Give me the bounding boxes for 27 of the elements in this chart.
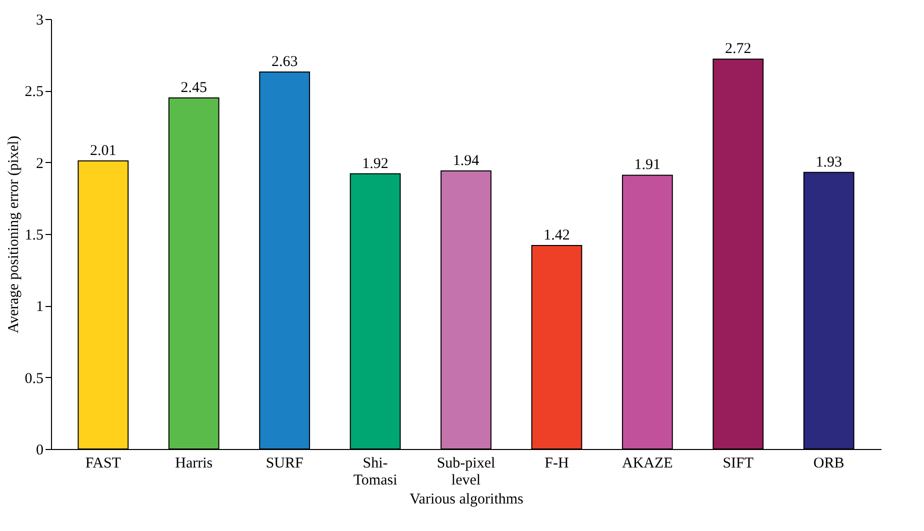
x-tick-label: AKAZE bbox=[622, 456, 673, 472]
x-tick-label: Sub-pixel level bbox=[436, 456, 496, 488]
x-tick-label: ORB bbox=[813, 456, 844, 472]
data-label: 1.92 bbox=[362, 156, 388, 172]
y-tick-label: 3 bbox=[36, 12, 44, 28]
data-label: 1.91 bbox=[634, 157, 661, 174]
y-tick-label: 0 bbox=[36, 442, 44, 458]
y-axis-title: Average positioning error (pixel) bbox=[6, 136, 22, 334]
x-tick-label: SIFT bbox=[722, 456, 754, 472]
x-axis-title: Various algorithms bbox=[410, 492, 524, 508]
x-tick-label: SURF bbox=[266, 456, 304, 472]
x-tick-label: FAST bbox=[85, 456, 121, 472]
x-tick-label: F-H bbox=[544, 456, 569, 472]
data-label: 2.45 bbox=[180, 80, 207, 96]
x-tick-label: Shi-Tomasi bbox=[353, 456, 398, 488]
y-tick-label: 2 bbox=[36, 156, 44, 172]
data-label: 1.94 bbox=[452, 152, 480, 169]
y-tick-label: 2.5 bbox=[24, 84, 44, 100]
x-tick-label: Harris bbox=[175, 456, 213, 472]
y-tick-label: 1.5 bbox=[24, 228, 44, 244]
y-tick-label: 0.5 bbox=[24, 370, 44, 387]
data-label: 1.42 bbox=[544, 227, 570, 244]
data-label: 2.63 bbox=[271, 54, 298, 70]
data-label: 1.93 bbox=[816, 154, 842, 170]
data-label: 2.01 bbox=[90, 142, 116, 159]
data-label: 2.72 bbox=[725, 41, 752, 58]
y-tick-label: 1 bbox=[36, 299, 44, 316]
